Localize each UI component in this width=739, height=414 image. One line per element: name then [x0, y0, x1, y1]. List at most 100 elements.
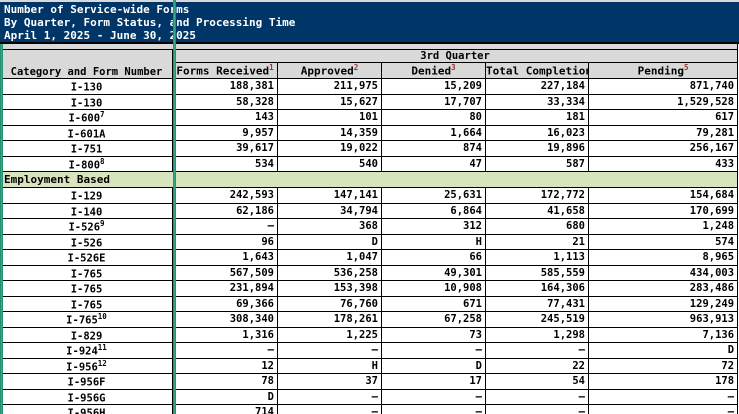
cell-value[interactable]: 33,334: [485, 93, 589, 110]
cell-category[interactable]: I-5269: [0, 218, 173, 235]
cell-value[interactable]: 8,965: [587, 249, 739, 266]
cell-category[interactable]: I-765: [0, 280, 173, 297]
cell-value[interactable]: –: [485, 388, 589, 405]
cell-value[interactable]: 170,699: [587, 202, 739, 219]
cell-value[interactable]: 78: [172, 373, 278, 390]
cell-value[interactable]: 19,896: [485, 140, 589, 157]
section-header-cell[interactable]: Employment Based: [0, 171, 739, 188]
cell-value[interactable]: 34,794: [277, 202, 382, 219]
cell-value[interactable]: 73: [381, 326, 486, 343]
cell-value[interactable]: –: [485, 342, 589, 359]
cell-value[interactable]: 47: [381, 155, 486, 172]
cell-category[interactable]: I-601A: [0, 124, 173, 141]
cell-value[interactable]: 76,760: [277, 295, 382, 312]
cell-value[interactable]: 54: [485, 373, 589, 390]
cell-value[interactable]: 62,186: [172, 202, 278, 219]
cell-category[interactable]: I-956F: [0, 373, 173, 390]
cell-value[interactable]: –: [587, 388, 739, 405]
col-header-pending[interactable]: Pending5: [587, 62, 739, 79]
cell-value[interactable]: 12: [172, 357, 278, 374]
cell-value[interactable]: 14,359: [277, 124, 382, 141]
cell-value[interactable]: 680: [485, 218, 589, 235]
cell-value[interactable]: –: [485, 404, 589, 414]
cell-value[interactable]: 21: [485, 233, 589, 250]
cell-category[interactable]: I-765: [0, 264, 173, 281]
cell-value[interactable]: 16,023: [485, 124, 589, 141]
cell-value[interactable]: 178,261: [277, 311, 382, 328]
cell-value[interactable]: 617: [587, 109, 739, 126]
cell-value[interactable]: 1,529,528: [587, 93, 739, 110]
cell-category[interactable]: I-956G: [0, 388, 173, 405]
cell-value[interactable]: –: [277, 388, 382, 405]
cell-value[interactable]: 22: [485, 357, 589, 374]
cell-value[interactable]: 211,975: [277, 78, 382, 95]
cell-value[interactable]: 178: [587, 373, 739, 390]
cell-value[interactable]: 58,328: [172, 93, 278, 110]
cell-value[interactable]: 147,141: [277, 187, 382, 204]
cell-value[interactable]: 172,772: [485, 187, 589, 204]
cell-value[interactable]: 242,593: [172, 187, 278, 204]
cell-value[interactable]: –: [587, 404, 739, 414]
cell-value[interactable]: 181: [485, 109, 589, 126]
cell-value[interactable]: D: [381, 357, 486, 374]
cell-category[interactable]: I-8008: [0, 155, 173, 172]
cell-value[interactable]: 587: [485, 155, 589, 172]
cell-category[interactable]: I-751: [0, 140, 173, 157]
col-header-approved[interactable]: Approved2: [277, 62, 382, 79]
cell-category[interactable]: I-829: [0, 326, 173, 343]
cell-value[interactable]: D: [172, 388, 278, 405]
cell-value[interactable]: 1,113: [485, 249, 589, 266]
cell-value[interactable]: 1,047: [277, 249, 382, 266]
cell-value[interactable]: 534: [172, 155, 278, 172]
cell-value[interactable]: 1,316: [172, 326, 278, 343]
cell-value[interactable]: 434,003: [587, 264, 739, 281]
cell-value[interactable]: 671: [381, 295, 486, 312]
category-header-cell[interactable]: Category and Form Number: [0, 49, 173, 79]
cell-value[interactable]: 433: [587, 155, 739, 172]
cell-value[interactable]: 37: [277, 373, 382, 390]
cell-value[interactable]: 69,366: [172, 295, 278, 312]
cell-value[interactable]: 17,707: [381, 93, 486, 110]
col-header-total-completions[interactable]: Total Completions4: [485, 62, 589, 79]
cell-value[interactable]: 77,431: [485, 295, 589, 312]
cell-value[interactable]: 19,022: [277, 140, 382, 157]
cell-value[interactable]: H: [381, 233, 486, 250]
cell-value[interactable]: 871,740: [587, 78, 739, 95]
cell-category[interactable]: I-130: [0, 78, 173, 95]
cell-value[interactable]: 963,913: [587, 311, 739, 328]
cell-value[interactable]: –: [277, 342, 382, 359]
cell-value[interactable]: 574: [587, 233, 739, 250]
cell-value[interactable]: 6,864: [381, 202, 486, 219]
cell-category[interactable]: I-92411: [0, 342, 173, 359]
cell-value[interactable]: –: [381, 388, 486, 405]
cell-value[interactable]: 874: [381, 140, 486, 157]
cell-value[interactable]: –: [172, 342, 278, 359]
cell-value[interactable]: 72: [587, 357, 739, 374]
cell-value[interactable]: –: [381, 342, 486, 359]
cell-value[interactable]: 256,167: [587, 140, 739, 157]
cell-value[interactable]: 714: [172, 404, 278, 414]
cell-value[interactable]: 143: [172, 109, 278, 126]
col-header-forms-received[interactable]: Forms Received1: [172, 62, 278, 79]
cell-value[interactable]: 283,486: [587, 280, 739, 297]
cell-category[interactable]: I-140: [0, 202, 173, 219]
cell-value[interactable]: 154,684: [587, 187, 739, 204]
cell-value[interactable]: 540: [277, 155, 382, 172]
cell-value[interactable]: –: [277, 404, 382, 414]
col-header-denied[interactable]: Denied3: [381, 62, 486, 79]
cell-value[interactable]: 1,248: [587, 218, 739, 235]
cell-value[interactable]: 39,617: [172, 140, 278, 157]
cell-value[interactable]: –: [381, 404, 486, 414]
cell-value[interactable]: 1,664: [381, 124, 486, 141]
cell-category[interactable]: I-526: [0, 233, 173, 250]
cell-value[interactable]: 231,894: [172, 280, 278, 297]
cell-value[interactable]: D: [277, 233, 382, 250]
cell-value[interactable]: 585,559: [485, 264, 589, 281]
cell-category[interactable]: I-130: [0, 93, 173, 110]
cell-value[interactable]: 9,957: [172, 124, 278, 141]
cell-value[interactable]: 15,627: [277, 93, 382, 110]
cell-category[interactable]: I-129: [0, 187, 173, 204]
cell-value[interactable]: 188,381: [172, 78, 278, 95]
cell-value[interactable]: 15,209: [381, 78, 486, 95]
cell-value[interactable]: 10,908: [381, 280, 486, 297]
